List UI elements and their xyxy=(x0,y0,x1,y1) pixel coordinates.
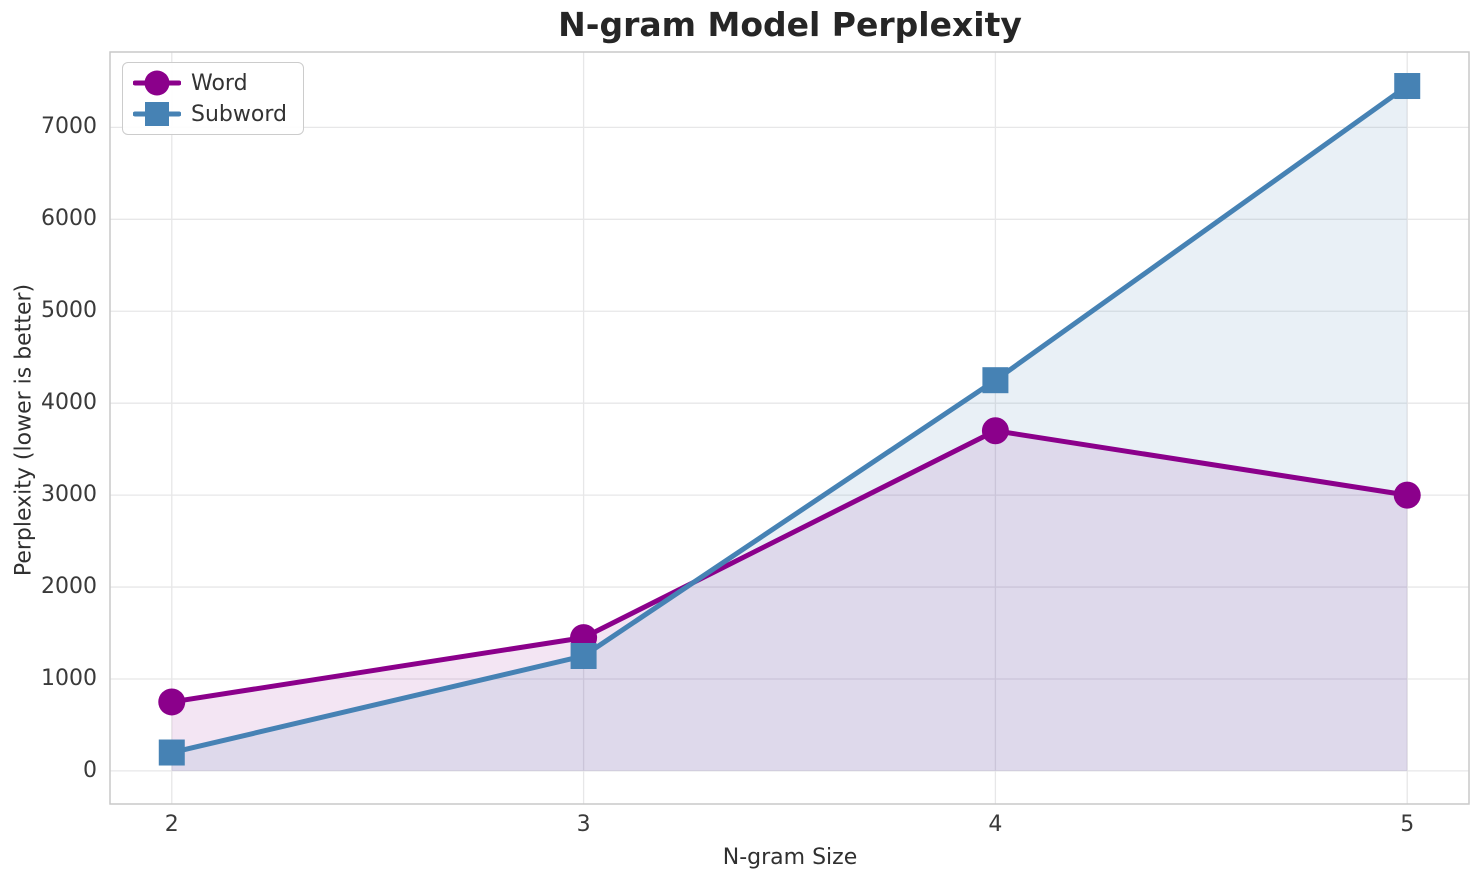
area-fill-subword xyxy=(171,86,1408,771)
square-marker-icon xyxy=(133,102,181,126)
y-tick-label: 4000 xyxy=(41,390,97,416)
y-tick-label: 2000 xyxy=(41,574,97,600)
x-tick-label: 4 xyxy=(988,812,1003,837)
series-line-subword xyxy=(169,83,1410,756)
y-tick-label: 0 xyxy=(83,757,97,783)
area-fill-word xyxy=(171,430,1408,771)
data-point-word xyxy=(158,688,186,716)
y-tick-label: 5000 xyxy=(41,298,97,324)
y-tick-label: 3000 xyxy=(41,482,97,508)
x-tick-label: 3 xyxy=(576,812,591,837)
data-point-subword xyxy=(982,367,1009,394)
data-point-word xyxy=(1393,481,1421,509)
series-line-word xyxy=(169,428,1410,705)
x-tick-label: 2 xyxy=(164,812,179,837)
data-point-word xyxy=(981,417,1009,445)
data-point-subword xyxy=(1394,73,1421,100)
data-point-subword xyxy=(158,739,185,766)
y-tick-label: 7000 xyxy=(41,114,97,140)
x-tick-label: 5 xyxy=(1400,812,1415,837)
data-point-subword xyxy=(570,642,597,669)
legend: Word Subword xyxy=(122,62,304,135)
chart-title: N-gram Model Perplexity xyxy=(558,5,1022,44)
plot-border xyxy=(109,51,1470,805)
legend-label: Word xyxy=(191,70,248,96)
circle-marker-icon xyxy=(133,70,181,96)
y-tick-label: 6000 xyxy=(41,206,97,232)
legend-item-word: Word xyxy=(133,68,287,98)
y-axis-label: Perplexity (lower is better) xyxy=(11,283,37,577)
legend-item-subword: Subword xyxy=(133,99,287,129)
x-axis-label: N-gram Size xyxy=(722,845,858,870)
legend-label: Subword xyxy=(191,101,287,127)
y-tick-label: 1000 xyxy=(41,665,97,691)
